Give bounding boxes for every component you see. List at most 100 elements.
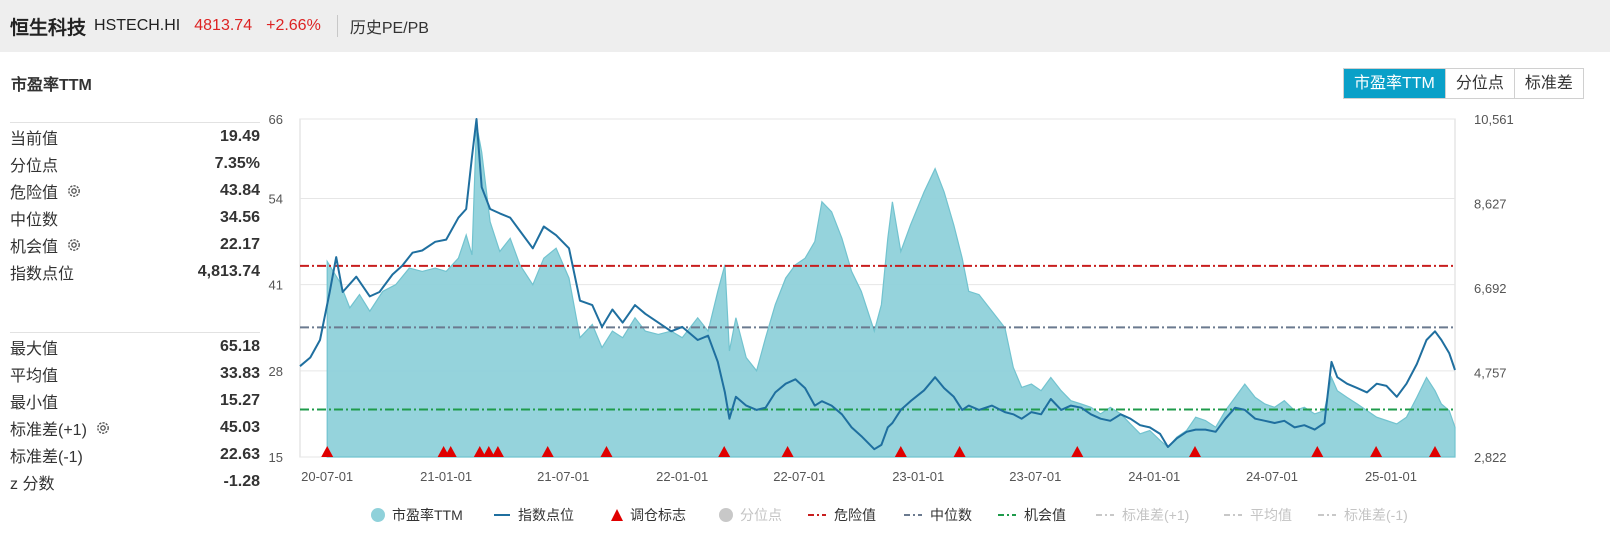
stat-row: z 分数 -1.28 bbox=[10, 468, 260, 495]
index-code: HSTECH.HI bbox=[94, 17, 181, 34]
gear-icon[interactable] bbox=[95, 420, 111, 436]
stat-label-text: z 分数 bbox=[10, 475, 55, 493]
legend-label: 机会值 bbox=[1024, 507, 1066, 523]
stats-panel-current: 当前值 19.49 分位点 7.35% 危险值 43.84 中位数 34.56 机会值 22.17… bbox=[10, 122, 260, 285]
legend-item[interactable]: 机会值 bbox=[998, 507, 1066, 523]
stat-value: 15.27 bbox=[219, 391, 260, 409]
legend-item[interactable]: 危险值 bbox=[808, 507, 876, 523]
legend-label: 标准差(-1) bbox=[1344, 507, 1408, 523]
stat-row: 最小值 15.27 bbox=[10, 387, 260, 414]
rebalance-marker bbox=[473, 446, 486, 457]
y-left-tick-label: 41 bbox=[269, 278, 283, 293]
stat-row: 标准差(+1) 45.03 bbox=[10, 414, 260, 441]
y-right-tick-label: 4,757 bbox=[1474, 365, 1507, 380]
rebalance-marker bbox=[444, 446, 457, 457]
stat-label-text: 机会值 bbox=[10, 238, 59, 256]
rebalance-marker bbox=[953, 446, 966, 457]
stat-row: 机会值 22.17 bbox=[10, 231, 260, 258]
x-tick-label: 25-01-01 bbox=[1365, 469, 1417, 484]
y-right-tick-label: 2,822 bbox=[1474, 450, 1507, 465]
section-title: 市盈率TTM bbox=[11, 77, 92, 94]
gear-icon[interactable] bbox=[66, 237, 82, 253]
tab-std-dev[interactable]: 标准差 bbox=[1513, 69, 1583, 98]
rebalance-marker bbox=[1311, 446, 1324, 457]
stat-label-text: 标准差(+1) bbox=[10, 421, 87, 439]
legend-label: 中位数 bbox=[930, 507, 972, 523]
stat-row: 中位数 34.56 bbox=[10, 204, 260, 231]
header-bar: 恒生科技 HSTECH.HI 4813.74 +2.66% 历史PE/PB bbox=[0, 0, 1610, 52]
y-right-tick-label: 8,627 bbox=[1474, 196, 1507, 211]
stat-value: 19.49 bbox=[219, 127, 260, 145]
history-pe-pb-link[interactable]: 历史PE/PB bbox=[349, 20, 429, 37]
rebalance-marker bbox=[1429, 446, 1441, 457]
stat-label: 标准差(+1) bbox=[10, 416, 111, 440]
y-left-tick-label: 54 bbox=[269, 192, 283, 207]
stat-value: 7.35% bbox=[214, 154, 260, 172]
stat-row: 当前值 19.49 bbox=[10, 123, 260, 150]
index-price: 4813.74 bbox=[194, 17, 253, 34]
stat-value: 33.83 bbox=[219, 364, 260, 382]
y-right-tick-label: 6,692 bbox=[1474, 281, 1507, 296]
stat-value: 22.17 bbox=[219, 235, 260, 253]
legend-item[interactable]: 标准差(+1) bbox=[1096, 507, 1189, 523]
x-tick-label: 24-01-01 bbox=[1128, 469, 1180, 484]
stat-value: 65.18 bbox=[219, 337, 260, 355]
gear-icon[interactable] bbox=[66, 183, 82, 199]
stat-row: 指数点位 4,813.74 bbox=[10, 258, 260, 285]
rebalance-marker bbox=[1370, 446, 1383, 457]
legend-item[interactable]: 标准差(-1) bbox=[1318, 507, 1408, 523]
stat-label: 最小值 bbox=[10, 389, 58, 413]
rebalance-marker bbox=[1071, 446, 1084, 457]
stats-panel-summary: 最大值 65.18 平均值 33.83 最小值 15.27 标准差(+1) 45.03 标准差(… bbox=[10, 332, 260, 495]
stat-label: 标准差(-1) bbox=[10, 443, 83, 467]
y-left-tick-label: 28 bbox=[269, 364, 283, 379]
x-tick-label: 21-07-01 bbox=[537, 469, 589, 484]
rebalance-marker bbox=[321, 446, 334, 457]
stat-label-text: 指数点位 bbox=[10, 265, 75, 283]
y-left-tick-label: 66 bbox=[269, 112, 283, 127]
x-tick-label: 22-07-01 bbox=[773, 469, 825, 484]
legend-label: 分位点 bbox=[740, 507, 782, 523]
x-tick-label: 22-01-01 bbox=[656, 469, 708, 484]
stat-label-text: 中位数 bbox=[10, 211, 59, 229]
legend-item[interactable]: 中位数 bbox=[904, 507, 972, 523]
stat-label: 当前值 bbox=[10, 125, 58, 149]
stat-label: 最大值 bbox=[10, 335, 58, 359]
x-tick-label: 24-07-01 bbox=[1246, 469, 1298, 484]
legend-item[interactable]: 市盈率TTM bbox=[371, 507, 463, 523]
header-divider bbox=[336, 15, 338, 37]
legend-item[interactable]: 分位点 bbox=[719, 507, 782, 523]
legend-item[interactable]: 调仓标志 bbox=[611, 507, 686, 523]
tab-pe-ttm[interactable]: 市盈率TTM bbox=[1344, 69, 1445, 98]
rebalance-marker bbox=[491, 446, 504, 457]
legend-triangle-icon bbox=[611, 509, 623, 521]
stat-label: z 分数 bbox=[10, 470, 54, 494]
rebalance-marker bbox=[718, 446, 731, 457]
stat-label: 中位数 bbox=[10, 206, 58, 230]
stat-label: 分位点 bbox=[10, 152, 58, 176]
legend-item[interactable]: 平均值 bbox=[1224, 507, 1292, 523]
stat-label-text: 最大值 bbox=[10, 340, 59, 358]
rebalance-marker bbox=[600, 446, 613, 457]
stat-label: 指数点位 bbox=[10, 260, 74, 284]
rebalance-marker bbox=[541, 446, 554, 457]
legend-label: 市盈率TTM bbox=[392, 507, 463, 523]
rebalance-marker bbox=[894, 446, 907, 457]
stat-value: 4,813.74 bbox=[197, 262, 260, 280]
stat-label: 平均值 bbox=[10, 362, 58, 386]
index-name: 恒生科技 bbox=[10, 17, 87, 39]
index-change: +2.66% bbox=[266, 17, 321, 34]
legend-dot-icon bbox=[719, 508, 733, 522]
stat-label-text: 分位点 bbox=[10, 157, 59, 175]
stat-value: 43.84 bbox=[219, 181, 260, 199]
stat-label-text: 平均值 bbox=[10, 367, 59, 385]
stat-row: 危险值 43.84 bbox=[10, 177, 260, 204]
stat-label: 危险值 bbox=[10, 179, 82, 203]
stat-label: 机会值 bbox=[10, 233, 82, 257]
tab-percentile[interactable]: 分位点 bbox=[1444, 69, 1514, 98]
index-line bbox=[299, 118, 1456, 451]
legend-item[interactable]: 指数点位 bbox=[494, 507, 574, 523]
stat-value: 45.03 bbox=[219, 418, 260, 436]
rebalance-marker bbox=[781, 446, 794, 457]
